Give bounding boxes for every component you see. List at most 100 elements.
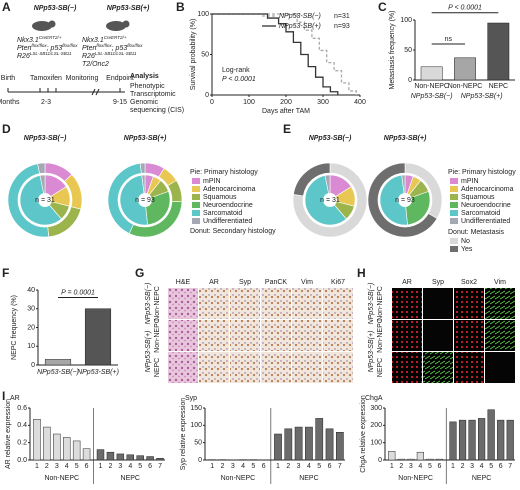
legend-title: Donut: Secondary histology bbox=[190, 228, 276, 235]
legend-label: NPp53-SB(−) bbox=[279, 13, 321, 20]
analysis-item: Phenotypic bbox=[130, 83, 165, 90]
bar bbox=[407, 458, 415, 461]
micrograph bbox=[168, 320, 198, 351]
legend-label: Adenocarcinoma bbox=[203, 186, 256, 193]
genotype-part: R26 bbox=[17, 53, 30, 60]
annotation: P < 0.0001 bbox=[448, 5, 482, 12]
genotype-part: LSL-SB11/LSL-SB11 bbox=[30, 51, 72, 56]
bar bbox=[106, 451, 115, 461]
model-label: NPp53-SB(−) bbox=[368, 283, 375, 325]
y-tick-label: 0.4 bbox=[17, 422, 27, 429]
y-tick-label: 0.2 bbox=[17, 440, 27, 447]
x-tick-label: 7 bbox=[158, 463, 162, 470]
column-header: PanCK bbox=[265, 279, 288, 286]
genotype-part: Pten bbox=[17, 45, 32, 52]
y-tick-label: 0 bbox=[31, 362, 35, 369]
x-tick-label: 1 bbox=[99, 463, 103, 470]
mouse-icon bbox=[48, 20, 56, 28]
survival-curve bbox=[212, 13, 357, 95]
micrograph bbox=[454, 320, 484, 351]
pie-title: NPp53-SB(−) bbox=[309, 135, 352, 142]
y-tick-label: 150 bbox=[190, 405, 202, 412]
x-tick-label: NPp53-SB(−) bbox=[37, 369, 79, 376]
legend-n: n=93 bbox=[334, 23, 350, 30]
micrograph bbox=[454, 288, 484, 319]
panel-letter: B bbox=[176, 0, 185, 14]
genotype-part: Nkx3.1 bbox=[82, 37, 104, 44]
x-tick-label: 6 bbox=[85, 463, 89, 470]
micrograph bbox=[199, 352, 229, 383]
legend-swatch bbox=[450, 202, 458, 208]
genotype: Nkx3.1CreERT2/+ bbox=[82, 35, 127, 44]
chart-title: AR bbox=[10, 395, 20, 402]
bar bbox=[487, 22, 510, 81]
micrograph bbox=[485, 288, 515, 319]
genotype-part: flox/flox bbox=[31, 43, 47, 48]
model-label: NPp53-SB(+) bbox=[368, 331, 375, 373]
group-label: Non-NEPC bbox=[221, 475, 256, 482]
x-tick-label: 1 bbox=[390, 463, 394, 470]
panel-letter: E bbox=[283, 122, 291, 136]
y-tick-label: 100 bbox=[400, 17, 412, 24]
bar bbox=[454, 57, 476, 81]
y-axis-label: Syp relative expression bbox=[180, 398, 187, 470]
bar bbox=[458, 419, 467, 461]
analysis-item: Genomic bbox=[130, 99, 159, 106]
bar bbox=[416, 451, 424, 461]
x-tick-label: Non-NEPC bbox=[448, 83, 483, 90]
bar bbox=[449, 421, 457, 461]
row-label: Non-NEPC bbox=[154, 286, 161, 321]
genotype: Ptenflox/flox; p53flox/flox bbox=[82, 43, 143, 52]
legend-label: Squamous bbox=[461, 194, 495, 201]
genotype: Ptenflox/flox; p53flox/flox bbox=[17, 43, 78, 52]
micrograph bbox=[323, 352, 353, 383]
x-tick-label: NPp53-SB(+) bbox=[77, 369, 119, 376]
x-tick-label: 5 bbox=[75, 463, 79, 470]
group-label: Non-NEPC bbox=[44, 475, 79, 482]
legend-swatch bbox=[450, 238, 458, 244]
legend-label: Adenocarcinoma bbox=[461, 186, 514, 193]
bar bbox=[426, 458, 434, 461]
x-tick-label: 1 bbox=[276, 463, 280, 470]
legend-n: n=31 bbox=[334, 13, 350, 20]
group-label: Non-NEPC bbox=[398, 475, 433, 482]
pie-title: NPp53-SB(−) bbox=[24, 135, 67, 142]
row-label: Non-NEPC bbox=[154, 318, 161, 353]
pie-center bbox=[38, 193, 52, 207]
micrograph bbox=[392, 320, 422, 351]
bar bbox=[33, 419, 41, 461]
x-tick-label: 6 bbox=[499, 463, 503, 470]
row-label: NEPC bbox=[154, 358, 161, 377]
genotype: T2/Onc2 bbox=[82, 61, 109, 68]
panel-letter: D bbox=[2, 122, 11, 136]
legend-label: Undifferentiated bbox=[203, 218, 252, 225]
y-tick-label: 0 bbox=[378, 457, 382, 464]
analysis-item: Transcriptomic bbox=[130, 91, 176, 98]
x-tick-label: 6 bbox=[148, 463, 152, 470]
bar bbox=[478, 418, 486, 461]
timeline-label: Endpoint bbox=[106, 75, 134, 82]
legend-label: Undifferentiated bbox=[461, 218, 510, 225]
y-axis-label: ChgA relative expression bbox=[360, 395, 367, 473]
x-tick-label: 5 bbox=[317, 463, 321, 470]
column-header: Syp bbox=[239, 279, 251, 286]
legend-swatch bbox=[192, 178, 200, 184]
micrograph bbox=[292, 320, 322, 351]
legend-swatch bbox=[450, 178, 458, 184]
genotype: Nkx3.1CreERT2/+ bbox=[17, 35, 62, 44]
legend-label: NPp53-SB(+) bbox=[279, 23, 321, 30]
micrograph bbox=[485, 320, 515, 351]
legend-swatch bbox=[450, 210, 458, 216]
donut-segment bbox=[292, 162, 368, 238]
group-label: NPp53-SB(+) bbox=[461, 93, 503, 100]
n-label: n = 31 bbox=[320, 197, 340, 204]
bar bbox=[96, 449, 105, 461]
genotype-part: R26 bbox=[82, 53, 95, 60]
genotype-part: flox/flox bbox=[127, 43, 143, 48]
y-tick-label: 100 bbox=[197, 11, 209, 18]
bar bbox=[397, 458, 405, 461]
panel-letter: F bbox=[2, 266, 9, 280]
timeline-label: Tamoxifen bbox=[30, 75, 62, 82]
analysis-title: Analysis bbox=[130, 73, 159, 80]
genotype: R26LSL-SB11/LSL-SB11 bbox=[82, 51, 137, 60]
